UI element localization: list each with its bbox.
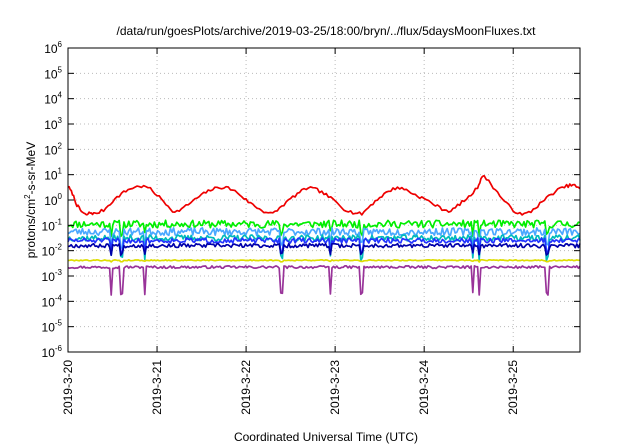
y-tick-label: 10-6: [42, 344, 63, 360]
y-tick-base: 10: [44, 118, 58, 132]
y-tick-base: 10: [44, 93, 58, 107]
y-axis-label-main: protons/cm: [24, 199, 38, 258]
y-tick-base: 10: [42, 321, 56, 335]
x-tick-label: 2019-3-25: [506, 360, 520, 415]
y-tick-base: 10: [44, 169, 58, 183]
x-tick-label: 2019-3-22: [239, 360, 253, 415]
y-tick-label: 10-4: [42, 293, 63, 309]
series-line-3: [67, 227, 581, 251]
y-tick-base: 10: [44, 67, 58, 81]
chart-title: /data/run/goesPlots/archive/2019-03-25/1…: [117, 24, 537, 38]
y-tick-exponent: -4: [55, 293, 63, 302]
y-tick-base: 10: [44, 42, 58, 56]
series-line-8: [67, 265, 581, 296]
x-tick-label: 2019-3-20: [61, 360, 75, 415]
y-tick-exponent: -3: [55, 268, 63, 277]
y-tick-label: 100: [44, 192, 62, 208]
y-tick-base: 10: [44, 143, 58, 157]
y-tick-exponent: 1: [58, 167, 63, 176]
y-tick-exponent: 4: [58, 91, 63, 100]
y-tick-exponent: 0: [58, 192, 63, 201]
y-tick-label: 10-3: [42, 268, 63, 284]
x-tick-label: 2019-3-21: [150, 360, 164, 415]
y-tick-exponent: 2: [58, 141, 63, 150]
y-tick-label: 10-2: [42, 243, 63, 259]
y-tick-exponent: -2: [55, 243, 63, 252]
y-tick-base: 10: [42, 219, 56, 233]
series-line-5: [67, 237, 581, 255]
y-axis-label-sup: 2: [23, 194, 32, 199]
y-tick-base: 10: [42, 346, 56, 360]
series-line-6: [67, 242, 581, 257]
y-tick-exponent: 5: [58, 65, 63, 74]
y-tick-base: 10: [42, 270, 56, 284]
y-tick-exponent: -1: [55, 217, 63, 226]
axes: 10610510410310210110010-110-210-310-410-…: [42, 40, 580, 415]
series-line-1: [67, 175, 581, 216]
y-tick-label: 102: [44, 141, 62, 157]
y-tick-label: 106: [44, 40, 62, 56]
y-axis-label-rest: -s-sr-MeV: [24, 142, 38, 195]
y-tick-exponent: 3: [58, 116, 63, 125]
y-tick-label: 101: [44, 167, 62, 183]
y-tick-base: 10: [44, 194, 58, 208]
series-layer: [67, 175, 581, 296]
y-tick-exponent: 6: [58, 40, 63, 49]
x-tick-label: 2019-3-23: [328, 360, 342, 415]
y-tick-base: 10: [42, 245, 56, 259]
y-tick-exponent: -5: [55, 319, 63, 328]
series-line-7: [67, 258, 581, 263]
y-tick-base: 10: [42, 295, 56, 309]
y-tick-exponent: -6: [55, 344, 63, 353]
y-tick-label: 105: [44, 65, 62, 81]
series-line-2: [67, 219, 581, 238]
y-tick-label: 104: [44, 91, 62, 107]
y-tick-label: 10-1: [42, 217, 63, 233]
y-tick-label: 10-5: [42, 319, 63, 335]
x-axis-label: Coordinated Universal Time (UTC): [234, 430, 418, 444]
x-tick-label: 2019-3-24: [417, 360, 431, 415]
y-axis-label: protons/cm2-s-sr-MeV: [23, 142, 38, 258]
y-tick-label: 103: [44, 116, 62, 132]
